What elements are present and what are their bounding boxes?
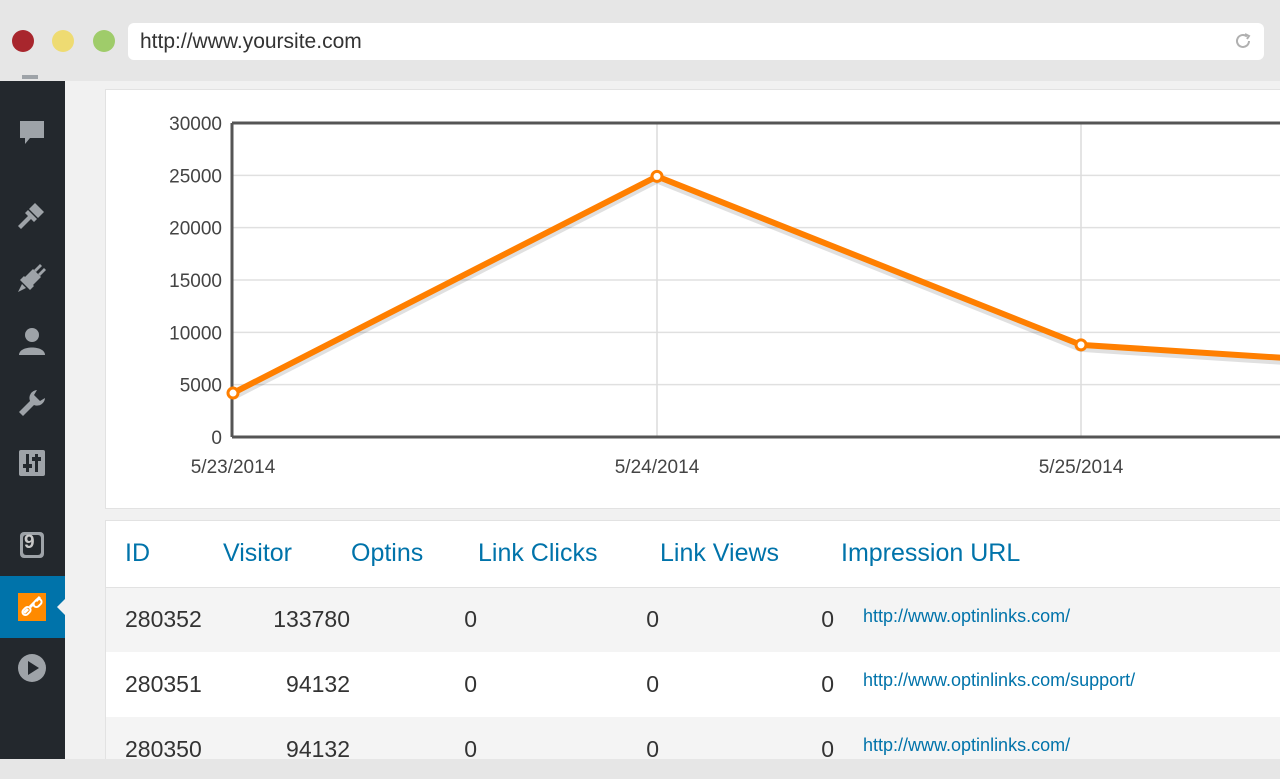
close-window-button[interactable] [12, 30, 34, 52]
cell-visitor: 133780 [223, 587, 351, 652]
plugin-icon[interactable] [16, 262, 48, 294]
table-header-row: ID Visitor Optins Link Clicks Link Views… [106, 521, 1280, 588]
minimize-window-button[interactable] [52, 30, 74, 52]
cell-optins: 0 [351, 587, 478, 652]
browser-bottom-edge [0, 759, 1280, 779]
table-row: 280351 94132 0 0 0 http://www.optinlinks… [106, 652, 1280, 717]
cell-link-clicks: 0 [646, 671, 659, 697]
y-tick-label: 0 [211, 428, 222, 449]
y-tick-label: 15000 [169, 271, 222, 292]
stats-table: ID Visitor Optins Link Clicks Link Views… [106, 521, 1280, 769]
plugin-9-icon[interactable] [16, 529, 48, 561]
address-bar-url[interactable]: http://www.yoursite.com [140, 30, 362, 53]
column-header-visitor[interactable]: Visitor [223, 521, 351, 588]
y-tick-label: 30000 [169, 114, 222, 135]
posts-icon[interactable] [16, 67, 48, 99]
link-icon[interactable] [16, 591, 48, 623]
admin-sidebar: 9 [0, 75, 65, 759]
comment-icon[interactable] [16, 117, 48, 149]
series-line [231, 173, 1280, 396]
wrench-icon[interactable] [16, 387, 48, 419]
data-point [650, 169, 664, 183]
line-chart: 30000 25000 20000 15000 10000 5000 0 5/23/2014 5… [169, 114, 1280, 478]
plugin-9-label: 9 [24, 532, 35, 553]
active-item-pointer [57, 599, 65, 615]
y-tick-label: 10000 [169, 323, 222, 344]
cell-optins: 0 [464, 671, 477, 697]
y-tick-label: 20000 [169, 219, 222, 240]
paintbrush-icon[interactable] [16, 199, 48, 231]
settings-sliders-icon[interactable] [16, 447, 48, 479]
column-header-id[interactable]: ID [106, 521, 223, 588]
cell-id: 280351 [125, 671, 202, 697]
cell-impression-url[interactable]: http://www.optinlinks.com/ [841, 587, 1280, 652]
browser-titlebar: http://www.yoursite.com [0, 0, 1280, 81]
table-row: 280352 133780 0 0 0 http://www.optinlink… [106, 587, 1280, 652]
play-icon[interactable] [16, 652, 48, 684]
cell-link-views: 0 [660, 587, 841, 652]
column-header-impression-url[interactable]: Impression URL [841, 521, 1280, 588]
x-tick-label: 5/25/2014 [1039, 457, 1124, 478]
column-header-link-views[interactable]: Link Views [660, 521, 841, 588]
data-point [1074, 338, 1088, 352]
user-icon[interactable] [16, 325, 48, 357]
cell-link-clicks: 0 [478, 587, 660, 652]
series-line-shadow [231, 175, 1280, 400]
x-tick-label: 5/23/2014 [191, 457, 276, 478]
chart-panel: 30000 25000 20000 15000 10000 5000 0 5/23/2014 5… [105, 89, 1280, 509]
y-tick-label: 25000 [169, 166, 222, 187]
column-header-link-clicks[interactable]: Link Clicks [478, 521, 660, 588]
cell-visitor: 94132 [286, 671, 350, 697]
cell-impression-url[interactable]: http://www.optinlinks.com/support/ [863, 670, 1136, 690]
x-tick-label: 5/24/2014 [615, 457, 700, 478]
cell-link-views: 0 [821, 671, 834, 697]
stats-table-panel: ID Visitor Optins Link Clicks Link Views… [105, 520, 1280, 770]
maximize-window-button[interactable] [93, 30, 115, 52]
column-header-optins[interactable]: Optins [351, 521, 478, 588]
data-point [226, 386, 240, 400]
main-content: 30000 25000 20000 15000 10000 5000 0 5/23/2014 5… [65, 81, 1280, 770]
address-bar[interactable]: http://www.yoursite.com [128, 23, 1264, 60]
cell-id: 280352 [106, 587, 223, 652]
y-tick-label: 5000 [180, 376, 222, 397]
reload-icon[interactable] [1232, 30, 1254, 52]
